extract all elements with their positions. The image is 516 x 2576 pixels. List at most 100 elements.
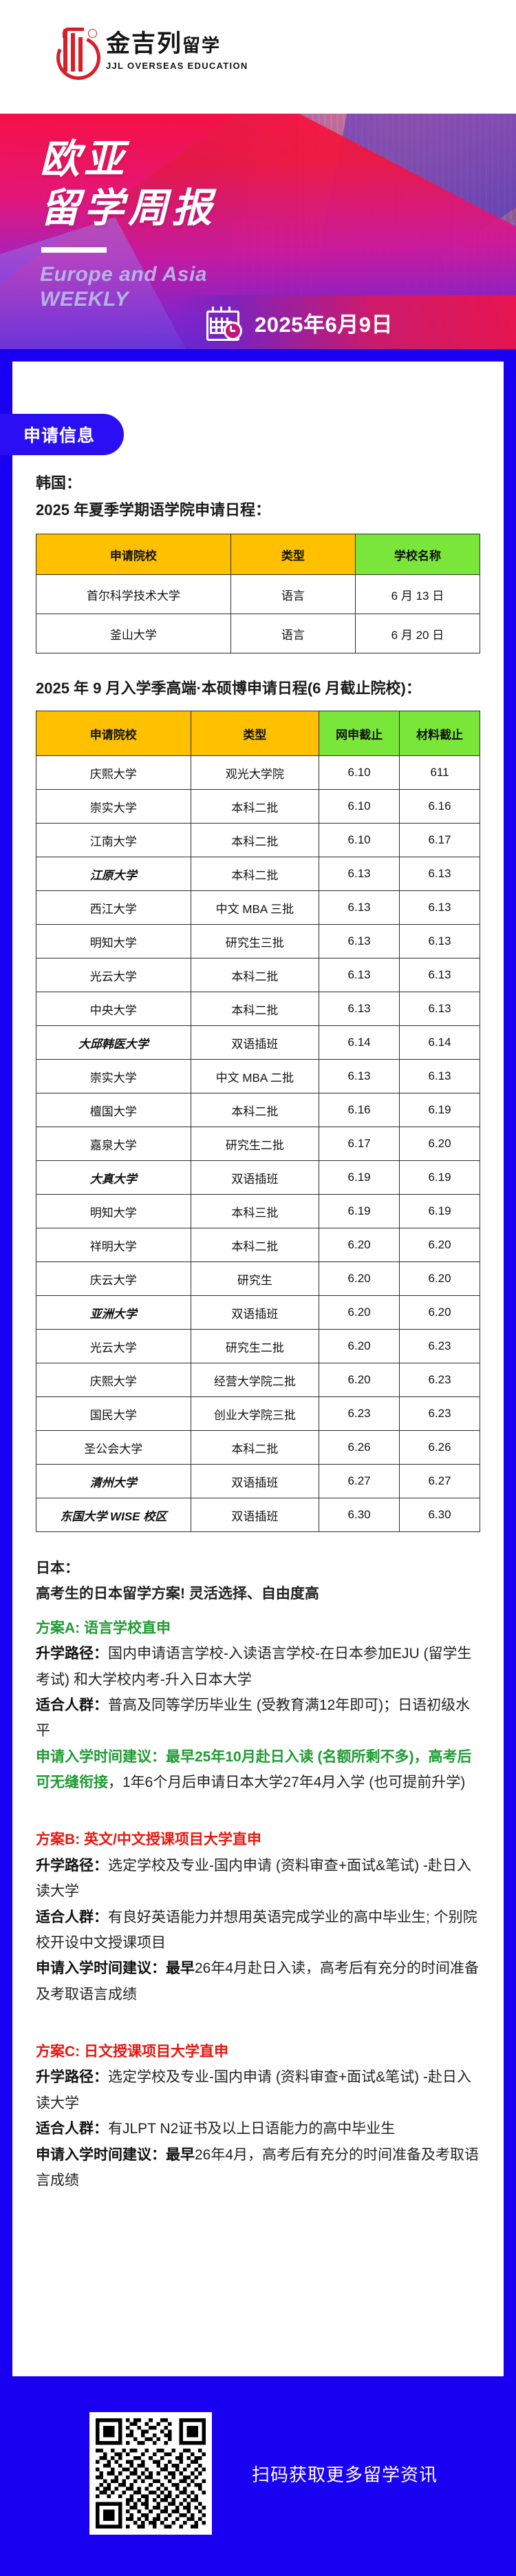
cell-material-deadline: 6.20	[399, 1228, 480, 1262]
japan-plan-timing-rest: 26年4月，高考后有充分的时间准备及考取语言成绩	[36, 2146, 480, 2188]
cell-type: 本科二批	[190, 1228, 320, 1262]
cell-material-deadline: 6.13	[399, 1059, 480, 1093]
table-row: 大真大学 双语插班 6.19 6.19	[36, 1160, 480, 1195]
cell-material-deadline: 6.13	[399, 924, 480, 959]
cell-school: 崇实大学	[36, 1059, 191, 1093]
table-row: 檀国大学 本科二批 6.16 6.19	[36, 1093, 480, 1127]
korea-language-school-table: 申请院校 类型 学校名称 首尔科学技术大学 语言 6 月 13 日 釜山大学 语…	[36, 534, 481, 653]
cell-type: 本科二批	[190, 958, 320, 992]
brand-name-cn-suffix: 留学	[182, 35, 222, 56]
cell-online-deadline: 6.13	[319, 1059, 400, 1093]
cell-type: 双语插班	[190, 1025, 320, 1060]
japan-plan: 方案C: 日文授课项目大学直申 升学路径：选定学校及专业-国内申请 (资料审查+面…	[36, 2039, 480, 2193]
cell-school: 西江大学	[36, 890, 191, 925]
japan-plan-path-text: 国内申请语言学校-入读语言学校-在日本参加EJU (留学生考试) 和大学校内考-…	[36, 1646, 472, 1688]
hero-subtitle-line2: WEEKLY	[40, 288, 129, 311]
cell-type: 本科二批	[190, 823, 320, 857]
cell-material-deadline: 6.13	[399, 992, 480, 1026]
cell-online-deadline: 6.20	[319, 1261, 400, 1296]
cell-school: 庆熙大学	[36, 755, 191, 790]
cell-school: 国民大学	[36, 1396, 191, 1431]
table-header-row: 申请院校 类型 学校名称	[36, 534, 481, 575]
japan-plan: 方案B: 英文/中文授课项目大学直申 升学路径：选定学校及专业-国内申请 (资料审…	[36, 1827, 480, 2031]
table-row: 光云大学 本科二批 6.13 6.13	[36, 958, 480, 992]
cell-online-deadline: 6.20	[319, 1363, 400, 1397]
cell-material-deadline: 6.13	[399, 958, 480, 992]
cell-date: 6 月 13 日	[354, 574, 481, 614]
cell-type: 中文 MBA 二批	[190, 1059, 320, 1093]
japan-plan-audience-text: 有良好英语能力并想用英语完成学业的高中毕业生; 个别院校开设中文授课项目	[36, 1909, 477, 1951]
cell-type: 双语插班	[190, 1295, 320, 1330]
table-row: 明知大学 研究生三批 6.13 6.13	[36, 924, 480, 959]
cell-school: 清州大学	[36, 1464, 191, 1498]
japan-tagline: 高考生的日本留学方案! 灵活选择、自由度高	[36, 1586, 319, 1602]
qr-code-image	[96, 2418, 206, 2528]
table-row: 国民大学 创业大学院三批 6.23 6.23	[36, 1396, 480, 1431]
japan-plan-heading: 方案A: 语言学校直申	[36, 1620, 171, 1636]
cell-school: 光云大学	[36, 958, 191, 992]
cell-school: 江南大学	[36, 823, 191, 857]
japan-plan-path-label: 升学路径：	[36, 2069, 108, 2086]
cell-online-deadline: 6.27	[319, 1464, 400, 1498]
cell-online-deadline: 6.19	[319, 1160, 400, 1195]
cell-type: 创业大学院三批	[190, 1396, 320, 1431]
cell-school: 崇实大学	[36, 789, 191, 824]
table-row: 光云大学 研究生二批 6.20 6.23	[36, 1329, 480, 1363]
cell-type: 语言	[230, 574, 356, 614]
cell-school: 中央大学	[36, 992, 191, 1026]
cell-school: 首尔科学技术大学	[36, 574, 231, 614]
table-row: 庆熙大学 经营大学院二批 6.20 6.23	[36, 1363, 480, 1397]
footer-qr-section: 扫码获取更多留学资讯	[0, 2389, 516, 2576]
japan-plan-timing: 申请入学时间建议：最早26年4月，高考后有充分的时间准备及考取语言成绩	[36, 2142, 480, 2194]
th-school: 申请院校	[36, 534, 231, 575]
cell-material-deadline: 6.23	[399, 1363, 480, 1397]
cell-type: 双语插班	[190, 1160, 320, 1195]
cell-type: 研究生二批	[190, 1329, 320, 1363]
table-header-row: 申请院校 类型 网申截止 材料截止	[36, 711, 480, 756]
cell-type: 本科二批	[190, 1093, 320, 1127]
table-row: 庆云大学 研究生 6.20 6.20	[36, 1261, 480, 1296]
japan-plan-audience-label: 适合人群：	[36, 2121, 108, 2137]
th-school-name: 学校名称	[354, 534, 481, 575]
cell-online-deadline: 6.26	[319, 1430, 400, 1465]
japan-plan-audience: 适合人群：普高及同等学历毕业生 (受教育满12年即可)；日语初级水平	[36, 1693, 480, 1744]
cell-material-deadline: 611	[399, 755, 480, 790]
table-row: 清州大学 双语插班 6.27 6.27	[36, 1464, 480, 1498]
cell-online-deadline: 6.14	[319, 1025, 400, 1060]
table-row: 明知大学 本科三批 6.19 6.19	[36, 1194, 480, 1228]
table-row: 大邱韩医大学 双语插班 6.14 6.14	[36, 1025, 480, 1060]
cell-school: 祥明大学	[36, 1228, 191, 1262]
th-online-deadline: 网申截止	[319, 711, 400, 756]
korea-degree-application-table: 申请院校 类型 网申截止 材料截止 庆熙大学 观光大学院 6.10 611 崇实大学 本科…	[36, 711, 480, 1532]
table-row: 首尔科学技术大学 语言 6 月 13 日	[36, 574, 481, 614]
cell-type: 本科三批	[190, 1194, 320, 1228]
qr-code[interactable]	[89, 2412, 212, 2535]
korea-table1-title: 2025 年夏季学期语学院申请日程：	[36, 501, 271, 519]
cell-type: 语言	[230, 614, 356, 653]
table-row: 庆熙大学 观光大学院 6.10 611	[36, 755, 480, 790]
cell-type: 双语插班	[190, 1498, 320, 1532]
japan-plan-timing-highlight: 最早	[166, 2146, 195, 2163]
japan-country-label: 日本：	[36, 1560, 79, 1576]
cell-online-deadline: 6.16	[319, 1093, 400, 1127]
table-row: 东国大学 WISE 校区 双语插班 6.30 6.30	[36, 1498, 480, 1532]
cell-online-deadline: 6.30	[319, 1498, 400, 1532]
cell-online-deadline: 6.17	[319, 1127, 400, 1161]
cell-online-deadline: 6.10	[319, 789, 400, 824]
cell-type: 中文 MBA 三批	[190, 890, 320, 925]
hero-title-line1: 欧亚	[40, 137, 129, 182]
cell-school: 东国大学 WISE 校区	[36, 1498, 191, 1532]
th-school: 申请院校	[36, 711, 191, 756]
cell-material-deadline: 6.13	[399, 890, 480, 925]
table-row: 江南大学 本科二批 6.10 6.17	[36, 823, 480, 857]
korea-table2-title: 2025 年 9 月入学季高端·本硕博申请日程(6 月截止院校)：	[36, 680, 421, 697]
cell-type: 研究生	[190, 1261, 320, 1296]
cell-school: 明知大学	[36, 924, 191, 959]
brand-logo-text: 金吉列留学 JJL OVERSEAS EDUCATION	[106, 31, 248, 71]
cell-material-deadline: 6.23	[399, 1396, 480, 1431]
cell-online-deadline: 6.13	[319, 890, 400, 925]
table-row: 江原大学 本科二批 6.13 6.13	[36, 857, 480, 891]
jjl-logo-icon	[50, 26, 107, 87]
cell-date: 6 月 20 日	[354, 614, 481, 653]
cell-material-deadline: 6.20	[399, 1127, 480, 1161]
